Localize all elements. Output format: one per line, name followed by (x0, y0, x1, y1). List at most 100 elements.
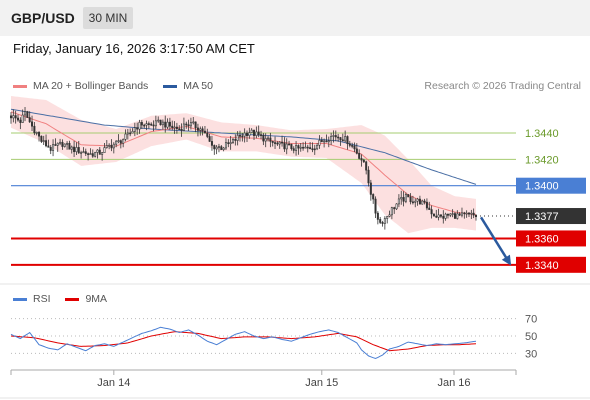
candle-body (42, 140, 45, 142)
candle-body (453, 213, 456, 219)
candle-body (297, 145, 300, 149)
candle-body (117, 140, 120, 142)
candle-body (281, 141, 284, 144)
candle-body (129, 132, 132, 135)
candle-body (274, 142, 277, 144)
candle-body (213, 145, 216, 150)
candle-body (222, 147, 225, 150)
candle-body (243, 132, 246, 137)
candle-body (470, 212, 473, 215)
candle-body (168, 121, 171, 127)
header-bar: GBP/USD 30 MIN (0, 0, 590, 36)
candle-body (327, 140, 330, 143)
candle-body (304, 146, 307, 149)
candle-body (409, 196, 412, 203)
candle-body (70, 146, 73, 150)
candle-body (465, 212, 468, 215)
level-label-1.3340: 1.3340 (525, 260, 559, 272)
candle-body (126, 132, 129, 135)
candle-body (344, 136, 347, 142)
candle-body (260, 134, 263, 136)
candle-body (238, 135, 241, 137)
candle-body (185, 123, 188, 126)
ma50-line (10, 108, 477, 185)
candle-body (290, 143, 293, 149)
level-label-1.3440: 1.3440 (525, 128, 559, 140)
candle-body (283, 142, 286, 150)
candle-body (105, 145, 108, 148)
candle-body (56, 142, 59, 146)
candle-body (159, 119, 162, 126)
candle-body (124, 133, 127, 140)
candle-body (325, 140, 328, 143)
candle-body (28, 117, 31, 123)
candle-body (285, 143, 288, 150)
candle-body (397, 198, 400, 205)
candle-body (203, 130, 206, 134)
candle-body (393, 207, 396, 210)
candle-body (302, 146, 305, 149)
symbol-title: GBP/USD (11, 10, 75, 26)
candle-body (358, 153, 361, 159)
candle-body (215, 146, 218, 150)
candle-body (112, 143, 115, 149)
candle-body (292, 148, 295, 151)
candle-body (418, 198, 421, 205)
candle-body (316, 144, 319, 150)
candle-body (131, 131, 134, 134)
candle-body (271, 141, 274, 143)
candle-body (402, 197, 405, 202)
candle-body (63, 143, 66, 147)
candle-body (147, 123, 150, 125)
candle-body (246, 132, 249, 136)
candle-body (178, 128, 181, 130)
candle-body (463, 212, 466, 215)
candle-body (98, 149, 101, 155)
rsi-ma-line (10, 331, 477, 352)
candle-body (33, 125, 36, 134)
candle-body (442, 215, 445, 219)
candle-body (446, 213, 449, 216)
candle-body (66, 142, 69, 145)
candle-body (231, 138, 234, 143)
rsi-tick-label-30: 30 (525, 348, 537, 360)
candle-body (138, 122, 141, 130)
candle-body (59, 141, 62, 144)
candle-body (334, 135, 337, 138)
candle-body (383, 218, 386, 224)
timeframe-button[interactable]: 30 MIN (83, 7, 133, 29)
candle-body (31, 121, 34, 127)
ma20-line (10, 111, 477, 216)
candle-body (288, 143, 291, 146)
level-badge-1.3340 (516, 256, 586, 273)
candle-body (423, 200, 426, 203)
candle-body (80, 152, 83, 154)
candle-body (96, 149, 99, 153)
candle-body (115, 140, 118, 145)
candle-body (295, 145, 298, 151)
candle-body (122, 139, 125, 144)
candle-body (414, 200, 417, 203)
ma50-legend-label: MA 50 (183, 80, 213, 92)
rsi-line (10, 326, 477, 360)
x-tick-label: Jan 15 (305, 377, 338, 389)
candle-body (161, 121, 164, 126)
ma20-legend-swatch (13, 84, 27, 88)
candle-body (311, 148, 314, 151)
candle-body (108, 144, 111, 147)
candle-body (166, 121, 169, 128)
candle-body (365, 161, 368, 171)
candle-body (428, 207, 431, 210)
candle-body (145, 123, 148, 126)
candle-body (451, 213, 454, 215)
candle-body (346, 136, 349, 145)
candle-body (150, 123, 153, 126)
candle-body (61, 141, 64, 147)
candle-body (35, 132, 38, 134)
candle-body (330, 135, 333, 142)
candle-body (210, 141, 213, 146)
candle-body (435, 215, 438, 218)
candle-body (164, 121, 167, 128)
candle-body (206, 132, 209, 137)
